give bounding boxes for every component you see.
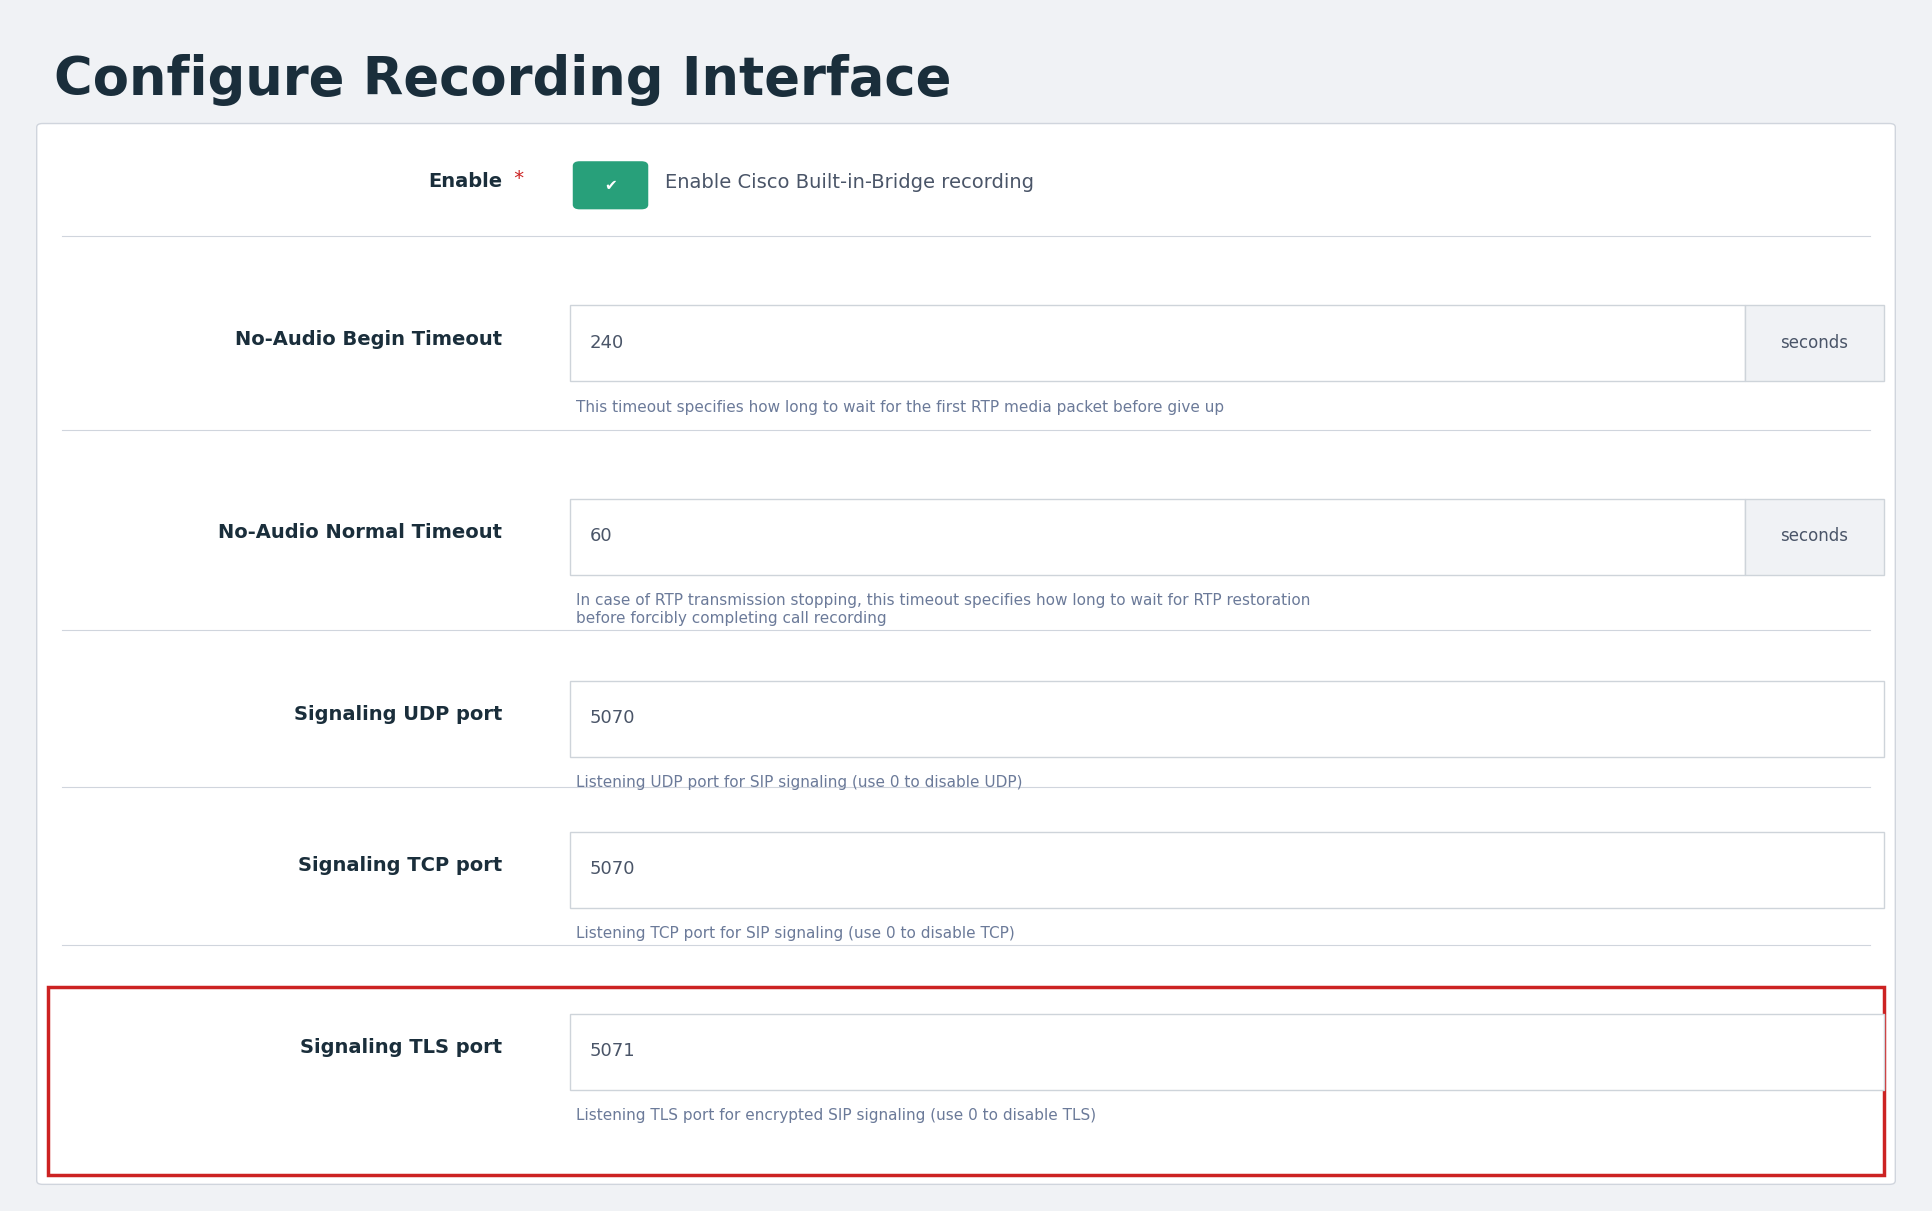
Text: *: *	[508, 168, 524, 188]
Text: 5070: 5070	[589, 710, 636, 727]
FancyBboxPatch shape	[570, 305, 1745, 381]
Text: Configure Recording Interface: Configure Recording Interface	[54, 54, 951, 107]
Text: Listening TLS port for encrypted SIP signaling (use 0 to disable TLS): Listening TLS port for encrypted SIP sig…	[576, 1108, 1095, 1123]
Text: Listening TCP port for SIP signaling (use 0 to disable TCP): Listening TCP port for SIP signaling (us…	[576, 926, 1014, 941]
Text: In case of RTP transmission stopping, this timeout specifies how long to wait fo: In case of RTP transmission stopping, th…	[576, 593, 1310, 626]
FancyBboxPatch shape	[570, 681, 1884, 757]
Text: 5071: 5071	[589, 1043, 636, 1060]
FancyBboxPatch shape	[570, 832, 1884, 908]
FancyBboxPatch shape	[1745, 499, 1884, 575]
Text: This timeout specifies how long to wait for the first RTP media packet before gi: This timeout specifies how long to wait …	[576, 400, 1223, 414]
Text: seconds: seconds	[1779, 528, 1849, 545]
Text: Listening UDP port for SIP signaling (use 0 to disable UDP): Listening UDP port for SIP signaling (us…	[576, 775, 1022, 790]
FancyBboxPatch shape	[48, 987, 1884, 1175]
Text: ✔: ✔	[605, 178, 616, 193]
FancyBboxPatch shape	[570, 499, 1745, 575]
Text: Signaling TCP port: Signaling TCP port	[298, 856, 502, 876]
Text: 240: 240	[589, 334, 624, 351]
Text: 5070: 5070	[589, 861, 636, 878]
Text: Signaling UDP port: Signaling UDP port	[294, 705, 502, 724]
Text: No-Audio Normal Timeout: No-Audio Normal Timeout	[218, 523, 502, 543]
Text: No-Audio Begin Timeout: No-Audio Begin Timeout	[236, 329, 502, 349]
Text: Enable Cisco Built-in-Bridge recording: Enable Cisco Built-in-Bridge recording	[665, 173, 1034, 193]
Text: Enable: Enable	[429, 172, 502, 191]
FancyBboxPatch shape	[37, 124, 1895, 1184]
FancyBboxPatch shape	[1745, 305, 1884, 381]
FancyBboxPatch shape	[570, 1014, 1884, 1090]
Text: Signaling TLS port: Signaling TLS port	[299, 1038, 502, 1057]
FancyBboxPatch shape	[574, 162, 647, 208]
Text: seconds: seconds	[1779, 334, 1849, 351]
Text: 60: 60	[589, 528, 612, 545]
